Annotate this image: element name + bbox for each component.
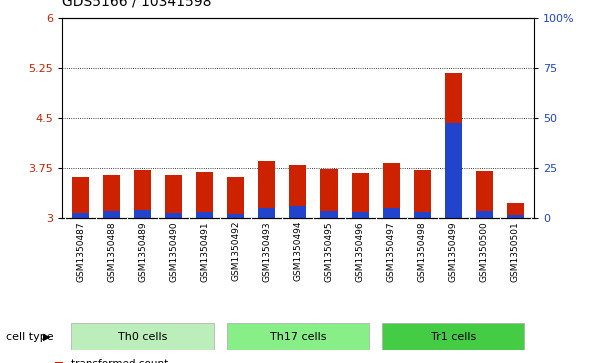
Text: GSM1350493: GSM1350493	[263, 221, 271, 282]
Bar	[103, 175, 120, 218]
Text: GDS5166 / 10341598: GDS5166 / 10341598	[62, 0, 211, 8]
Bar	[382, 163, 399, 218]
Bar	[382, 208, 399, 218]
Bar	[227, 176, 244, 218]
Text: GSM1350491: GSM1350491	[200, 221, 209, 282]
Bar	[258, 161, 276, 218]
Bar	[320, 211, 337, 218]
Bar	[320, 168, 337, 218]
Bar	[507, 215, 524, 218]
Text: GSM1350500: GSM1350500	[480, 221, 489, 282]
Bar	[352, 212, 369, 218]
Text: GSM1350492: GSM1350492	[231, 221, 240, 281]
Text: GSM1350499: GSM1350499	[449, 221, 458, 282]
Bar	[352, 173, 369, 218]
Bar	[290, 165, 306, 218]
Text: Th17 cells: Th17 cells	[270, 332, 326, 342]
Bar	[227, 323, 369, 350]
Bar	[165, 213, 182, 218]
Bar	[196, 172, 214, 218]
Bar	[414, 170, 431, 218]
Bar	[414, 212, 431, 218]
Bar	[258, 208, 276, 218]
Text: GSM1350487: GSM1350487	[76, 221, 85, 282]
Bar	[507, 203, 524, 218]
Bar	[445, 73, 462, 218]
Text: GSM1350490: GSM1350490	[169, 221, 178, 282]
Bar	[196, 212, 214, 218]
Bar	[134, 170, 151, 218]
Text: GSM1350494: GSM1350494	[293, 221, 303, 281]
Bar	[134, 210, 151, 218]
Bar	[71, 323, 214, 350]
Bar	[290, 207, 306, 218]
Bar	[72, 176, 89, 218]
Bar	[476, 171, 493, 218]
Bar	[476, 211, 493, 218]
Text: ▶: ▶	[42, 332, 50, 342]
Bar	[72, 213, 89, 218]
Bar	[55, 362, 63, 363]
Bar	[227, 214, 244, 218]
Text: GSM1350488: GSM1350488	[107, 221, 116, 282]
Text: GSM1350495: GSM1350495	[324, 221, 333, 282]
Text: GSM1350489: GSM1350489	[138, 221, 147, 282]
Bar	[103, 211, 120, 218]
Bar	[382, 323, 525, 350]
Bar	[445, 123, 462, 218]
Text: GSM1350497: GSM1350497	[386, 221, 396, 282]
Bar	[165, 175, 182, 218]
Text: Tr1 cells: Tr1 cells	[431, 332, 476, 342]
Text: GSM1350498: GSM1350498	[418, 221, 427, 282]
Text: Th0 cells: Th0 cells	[118, 332, 168, 342]
Text: transformed count: transformed count	[71, 359, 169, 363]
Text: GSM1350501: GSM1350501	[511, 221, 520, 282]
Text: cell type: cell type	[6, 332, 54, 342]
Text: GSM1350496: GSM1350496	[356, 221, 365, 282]
